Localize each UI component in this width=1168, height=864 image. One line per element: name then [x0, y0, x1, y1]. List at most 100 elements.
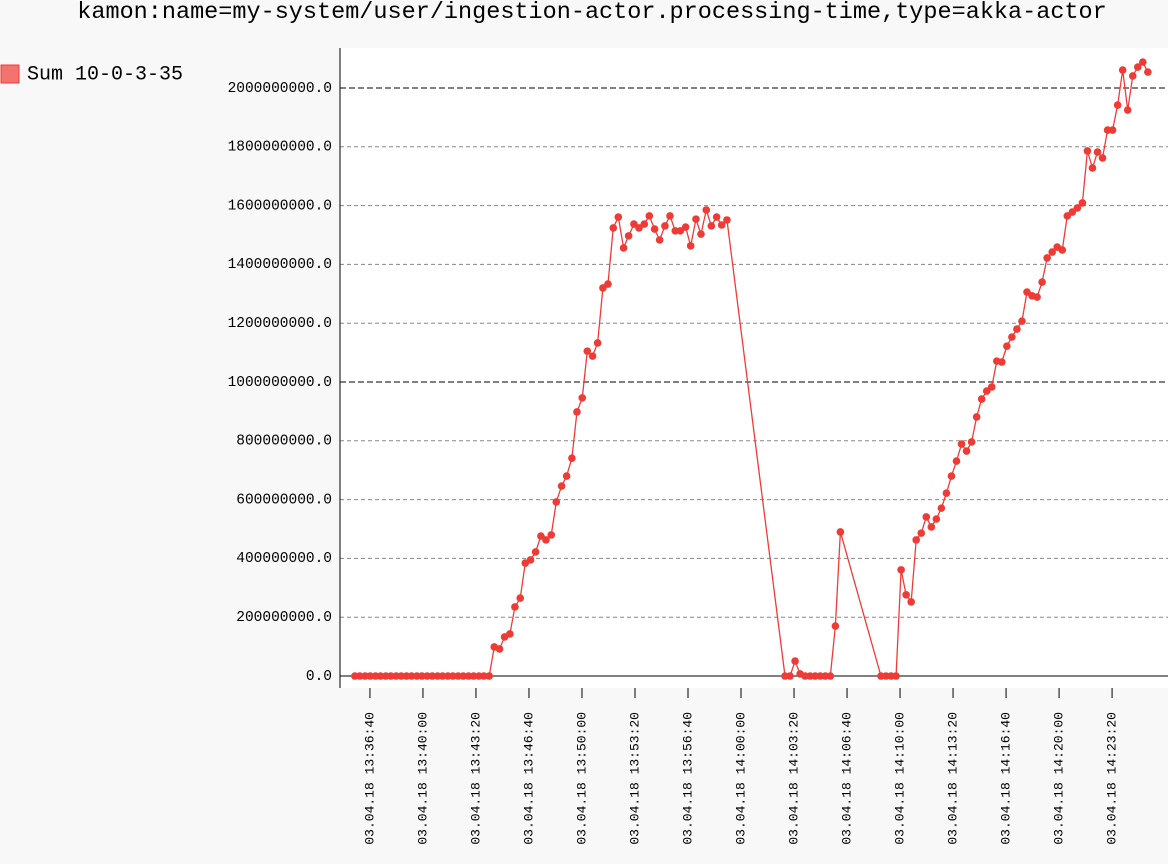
data-point	[438, 672, 447, 680]
data-point	[1123, 106, 1132, 114]
data-point	[1133, 63, 1142, 71]
data-point	[1083, 147, 1092, 155]
data-point	[542, 536, 550, 544]
data-point	[937, 504, 946, 512]
data-point	[568, 454, 576, 462]
data-point	[692, 215, 700, 223]
data-point	[998, 358, 1006, 366]
data-point	[1139, 58, 1147, 66]
data-point	[917, 529, 926, 537]
data-point	[645, 212, 654, 220]
data-point	[562, 472, 571, 480]
data-point	[1088, 164, 1097, 172]
data-point	[397, 672, 406, 680]
x-tick-label: 03.04.18 13:43:20	[468, 712, 483, 845]
data-point	[624, 232, 633, 240]
x-tick-label: 03.04.18 13:56:40	[680, 712, 695, 845]
data-point	[1048, 248, 1056, 256]
data-point	[557, 482, 566, 490]
data-point	[495, 645, 504, 653]
data-point	[962, 447, 971, 455]
data-point	[1018, 317, 1026, 325]
data-point	[418, 672, 426, 680]
data-point	[1068, 208, 1077, 216]
data-point	[697, 230, 705, 238]
data-point	[526, 556, 535, 564]
y-tick-label: 1400000000.0	[228, 257, 332, 273]
data-point	[831, 622, 840, 630]
data-point	[1058, 246, 1067, 254]
data-point	[947, 472, 956, 480]
data-point	[604, 280, 612, 288]
x-tick-label: 03.04.18 14:10:00	[892, 712, 907, 845]
data-point	[1078, 199, 1087, 207]
data-point	[1038, 278, 1046, 286]
data-point	[977, 395, 986, 403]
x-tick-label: 03.04.18 13:46:40	[521, 712, 536, 845]
data-point	[407, 672, 416, 680]
data-point	[723, 216, 731, 224]
data-point	[987, 383, 996, 391]
data-point	[892, 672, 900, 680]
data-point	[1043, 254, 1051, 262]
data-point	[366, 672, 375, 680]
data-point	[614, 213, 623, 221]
x-tick-label: 03.04.18 13:40:00	[415, 712, 430, 845]
data-point	[927, 523, 936, 531]
data-point	[619, 244, 628, 252]
data-point	[469, 672, 478, 680]
x-tick-label: 03.04.18 13:36:40	[362, 712, 377, 845]
data-point	[826, 672, 835, 680]
y-tick-label: 1000000000.0	[228, 375, 332, 391]
y-tick-label: 1600000000.0	[228, 198, 332, 214]
data-point	[922, 513, 931, 521]
data-point	[588, 352, 597, 360]
data-point	[1144, 68, 1152, 76]
data-point	[635, 224, 643, 232]
data-point	[593, 339, 602, 347]
data-point	[902, 591, 910, 599]
x-tick-label: 03.04.18 14:00:00	[733, 712, 748, 845]
data-point	[1128, 72, 1137, 80]
data-point	[1108, 126, 1117, 134]
x-tick-label: 03.04.18 14:16:40	[998, 712, 1013, 845]
data-point	[449, 672, 457, 680]
data-point	[1093, 148, 1102, 156]
x-tick-label: 03.04.18 14:20:00	[1052, 712, 1067, 845]
data-point	[1013, 325, 1021, 333]
y-tick-label: 1800000000.0	[228, 140, 332, 156]
chart-title: kamon:name=my-system/user/ingestion-acto…	[77, 0, 1106, 26]
y-tick-label: 2000000000.0	[228, 81, 332, 97]
data-point	[982, 387, 991, 395]
data-point	[1033, 293, 1041, 301]
data-point	[506, 630, 514, 638]
x-tick-label: 03.04.18 13:50:00	[574, 712, 589, 845]
data-point	[1003, 342, 1011, 350]
data-point	[717, 221, 726, 229]
data-point	[681, 223, 690, 231]
data-point	[967, 438, 976, 446]
y-tick-label: 400000000.0	[236, 551, 332, 567]
data-point	[661, 222, 669, 230]
data-point	[957, 440, 966, 448]
data-point	[686, 242, 695, 250]
y-tick-label: 600000000.0	[236, 492, 332, 508]
data-point	[547, 531, 556, 539]
data-point	[583, 347, 592, 355]
data-point	[952, 457, 961, 465]
data-point	[942, 489, 951, 497]
data-point	[480, 672, 488, 680]
data-point	[897, 566, 905, 574]
plot-area	[340, 48, 1168, 688]
legend-swatch	[0, 64, 20, 84]
data-point	[640, 220, 649, 228]
data-point	[655, 236, 664, 244]
data-point	[1118, 66, 1127, 74]
data-point	[791, 657, 799, 665]
y-tick-label: 1200000000.0	[228, 316, 332, 332]
data-point	[1113, 101, 1122, 109]
data-point	[707, 222, 716, 230]
data-point	[786, 672, 794, 680]
